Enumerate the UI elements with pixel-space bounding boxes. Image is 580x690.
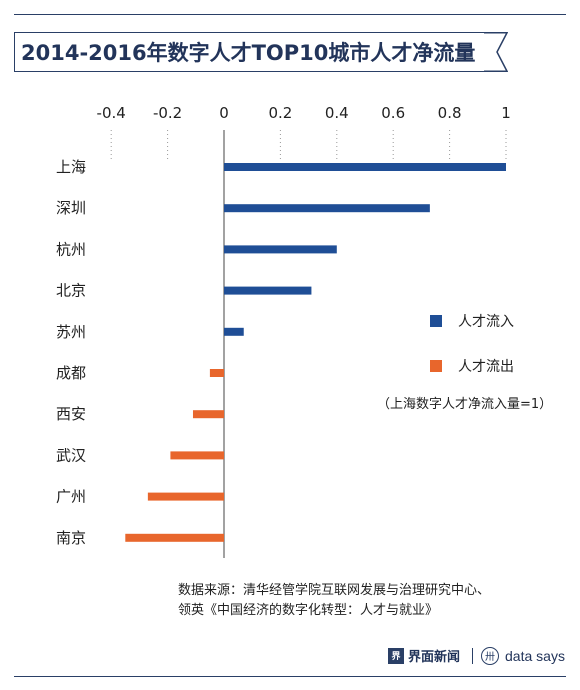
brand-separator xyxy=(472,647,474,664)
x-tick-label: 0 xyxy=(219,104,229,122)
data-source-line1: 数据来源：清华经管学院互联网发展与治理研究中心、 xyxy=(178,583,491,598)
category-label: 广州 xyxy=(56,488,86,506)
category-label: 南京 xyxy=(56,529,86,547)
category-label: 深圳 xyxy=(56,199,86,217)
x-tick-label: 0.6 xyxy=(381,104,405,122)
legend-swatch-inflow xyxy=(430,315,442,327)
title-box: 2014-2016年数字人才TOP10城市人才净流量 xyxy=(14,32,484,72)
brand-name-jiemian: 界面新闻 xyxy=(408,650,461,665)
chart-note: （上海数字人才净流入量=1） xyxy=(377,397,553,412)
x-tick-label: 0.2 xyxy=(268,104,292,122)
bar xyxy=(224,245,337,254)
data-source: 数据来源：清华经管学院互联网发展与治理研究中心、 领英《中国经济的数字化转型：人… xyxy=(178,581,490,621)
jiemian-logo-icon: 界 xyxy=(388,647,404,664)
legend-item-outflow: 人才流出 xyxy=(430,356,514,376)
x-tick-label: 0.4 xyxy=(325,104,349,122)
category-label: 杭州 xyxy=(56,240,86,258)
category-label: 北京 xyxy=(56,282,86,300)
legend-swatch-outflow xyxy=(430,360,442,372)
category-label: 武汉 xyxy=(56,446,86,464)
bar xyxy=(224,286,312,295)
bottom-rule xyxy=(14,676,566,677)
top-rule xyxy=(14,14,566,15)
legend-item-inflow: 人才流入 xyxy=(430,311,514,331)
bar xyxy=(224,204,430,213)
brand-footer: 界 界面新闻 卅 data says xyxy=(388,646,565,665)
x-tick-label: -0.4 xyxy=(97,104,126,122)
category-label: 西安 xyxy=(56,405,86,423)
bar xyxy=(125,533,224,542)
x-tick-label: 0.8 xyxy=(438,104,462,122)
x-tick-label: 1 xyxy=(501,104,511,122)
legend-label-inflow: 人才流入 xyxy=(458,314,514,330)
bar xyxy=(170,451,224,460)
legend-label-outflow: 人才流出 xyxy=(458,359,514,375)
brand-name-datasays: data says xyxy=(505,647,565,664)
bar xyxy=(147,492,224,501)
bar xyxy=(192,410,224,419)
chart-title: 2014-2016年数字人才TOP10城市人才净流量 xyxy=(21,41,476,65)
category-label: 上海 xyxy=(56,158,86,176)
x-tick-label: -0.2 xyxy=(153,104,182,122)
datasays-logo-icon: 卅 xyxy=(481,646,500,665)
category-label: 苏州 xyxy=(56,323,86,341)
data-source-line2: 领英《中国经济的数字化转型：人才与就业》 xyxy=(178,603,439,618)
bar xyxy=(224,327,244,336)
bar xyxy=(224,163,506,171)
bar xyxy=(209,369,224,377)
category-label: 成都 xyxy=(56,364,86,382)
title-box-tail xyxy=(484,32,508,72)
